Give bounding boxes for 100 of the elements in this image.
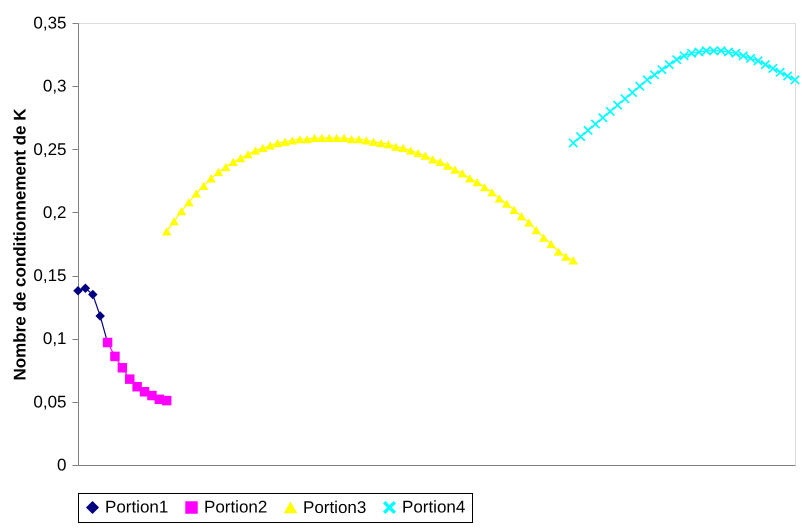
point xyxy=(738,51,748,61)
point xyxy=(265,141,275,150)
point xyxy=(391,142,401,151)
point xyxy=(317,134,327,142)
point xyxy=(258,144,268,152)
point xyxy=(516,212,526,220)
point xyxy=(472,178,482,186)
point xyxy=(250,146,260,155)
point xyxy=(442,162,452,170)
point xyxy=(509,206,519,214)
y-tick-label: 0 xyxy=(57,456,66,474)
point xyxy=(657,64,667,74)
point xyxy=(368,138,378,146)
point xyxy=(162,396,172,406)
point xyxy=(406,146,416,155)
point xyxy=(554,247,564,256)
point xyxy=(532,226,542,234)
point xyxy=(775,68,785,77)
y-tick-label: 0,35 xyxy=(33,14,66,32)
point xyxy=(362,136,372,145)
point xyxy=(664,60,674,70)
point xyxy=(628,88,638,98)
y-tick-label: 0,1 xyxy=(42,329,66,348)
point xyxy=(494,194,504,203)
point xyxy=(561,252,571,261)
point xyxy=(450,165,460,174)
point xyxy=(73,286,83,296)
point xyxy=(480,183,490,192)
y-tick-label: 0,05 xyxy=(33,392,66,412)
legend-label: Portion1 xyxy=(105,498,168,517)
legend-label: Portion2 xyxy=(204,498,268,517)
point xyxy=(790,75,800,85)
point xyxy=(132,382,142,392)
point xyxy=(125,374,134,384)
point xyxy=(598,112,608,122)
point xyxy=(376,138,386,148)
point xyxy=(502,199,512,208)
point xyxy=(760,60,770,70)
point xyxy=(782,71,792,81)
point xyxy=(568,256,578,265)
point xyxy=(214,168,224,176)
y-tick-label: 0,15 xyxy=(33,266,66,286)
point xyxy=(635,81,645,91)
point xyxy=(310,134,320,142)
y-tick-label: 0,25 xyxy=(33,140,66,159)
point xyxy=(118,363,128,373)
point xyxy=(398,144,408,152)
point xyxy=(458,169,468,178)
point xyxy=(679,51,689,61)
point xyxy=(243,150,253,158)
point xyxy=(192,189,202,198)
point xyxy=(538,234,548,242)
point xyxy=(176,207,186,216)
legend-label: Portion3 xyxy=(303,498,366,517)
point xyxy=(346,135,356,144)
point xyxy=(162,227,172,236)
legend-label: Portion4 xyxy=(402,498,466,517)
point xyxy=(324,134,334,142)
point xyxy=(420,151,430,160)
point xyxy=(332,134,342,142)
point xyxy=(746,54,756,64)
y-tick-label: 0,2 xyxy=(42,202,66,222)
point xyxy=(524,218,534,227)
point xyxy=(384,140,394,148)
point xyxy=(236,154,246,162)
point xyxy=(80,283,90,293)
point xyxy=(228,158,238,166)
point xyxy=(206,174,216,182)
point xyxy=(694,47,704,57)
point xyxy=(487,188,497,196)
point xyxy=(272,138,282,148)
y-tick-label: 0,3 xyxy=(42,76,66,96)
point xyxy=(95,311,105,321)
point xyxy=(753,56,763,66)
point xyxy=(280,138,290,146)
point xyxy=(339,134,349,142)
point xyxy=(435,158,445,166)
point xyxy=(110,352,120,362)
point xyxy=(590,119,600,129)
point xyxy=(198,182,208,190)
point xyxy=(302,135,312,144)
point xyxy=(650,70,660,80)
point xyxy=(605,106,615,116)
point xyxy=(768,64,778,74)
point xyxy=(428,155,438,164)
point xyxy=(88,290,98,300)
point xyxy=(354,135,364,144)
point xyxy=(612,100,622,110)
point xyxy=(724,47,734,57)
point xyxy=(465,174,475,182)
point xyxy=(583,126,593,136)
point xyxy=(221,162,231,172)
y-axis-title: Nombre de conditionnement de K xyxy=(10,108,30,381)
point xyxy=(169,217,179,226)
point xyxy=(184,198,194,206)
point xyxy=(672,54,682,64)
point xyxy=(413,148,423,158)
point xyxy=(546,240,556,248)
point xyxy=(642,75,652,85)
point xyxy=(576,132,586,142)
